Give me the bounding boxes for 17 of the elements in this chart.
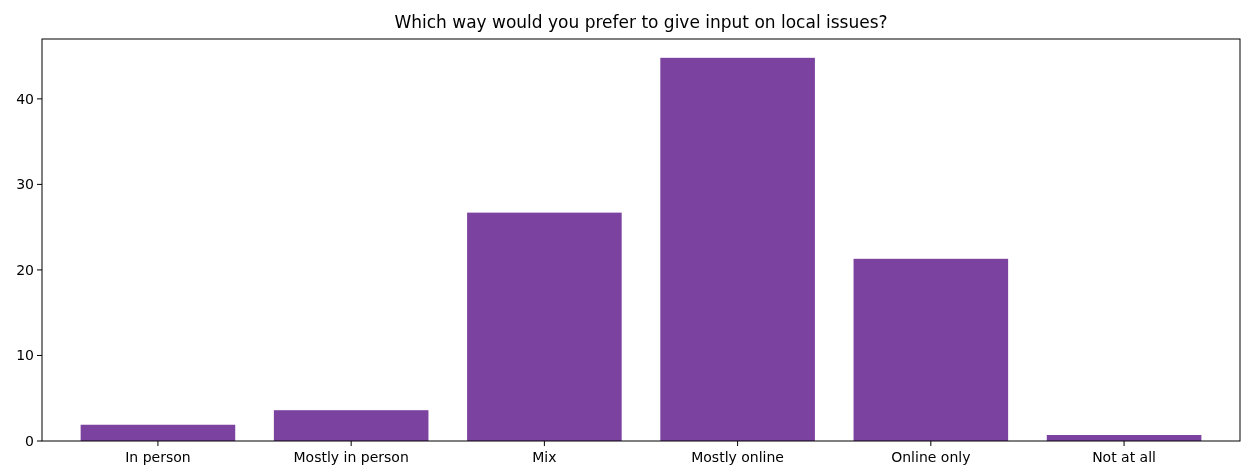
x-tick-label: Mostly in person bbox=[293, 449, 409, 465]
bar bbox=[273, 410, 429, 441]
y-tick-label: 10 bbox=[16, 347, 34, 364]
bar bbox=[80, 424, 236, 441]
y-tick-label: 0 bbox=[25, 432, 34, 449]
bar bbox=[660, 57, 815, 441]
bar bbox=[467, 212, 622, 441]
bar bbox=[853, 258, 1009, 441]
x-tick-label: Not at all bbox=[1092, 449, 1156, 465]
y-tick-label: 20 bbox=[16, 261, 34, 278]
x-tick-label: In person bbox=[125, 449, 191, 465]
y-tick-label: 40 bbox=[16, 90, 34, 107]
x-tick-label: Mostly online bbox=[691, 449, 784, 465]
y-tick-label: 30 bbox=[16, 176, 34, 193]
chart-title: Which way would you prefer to give input on local issues? bbox=[394, 12, 888, 32]
x-tick-label: Online only bbox=[891, 449, 971, 465]
x-tick-label: Mix bbox=[532, 449, 557, 465]
